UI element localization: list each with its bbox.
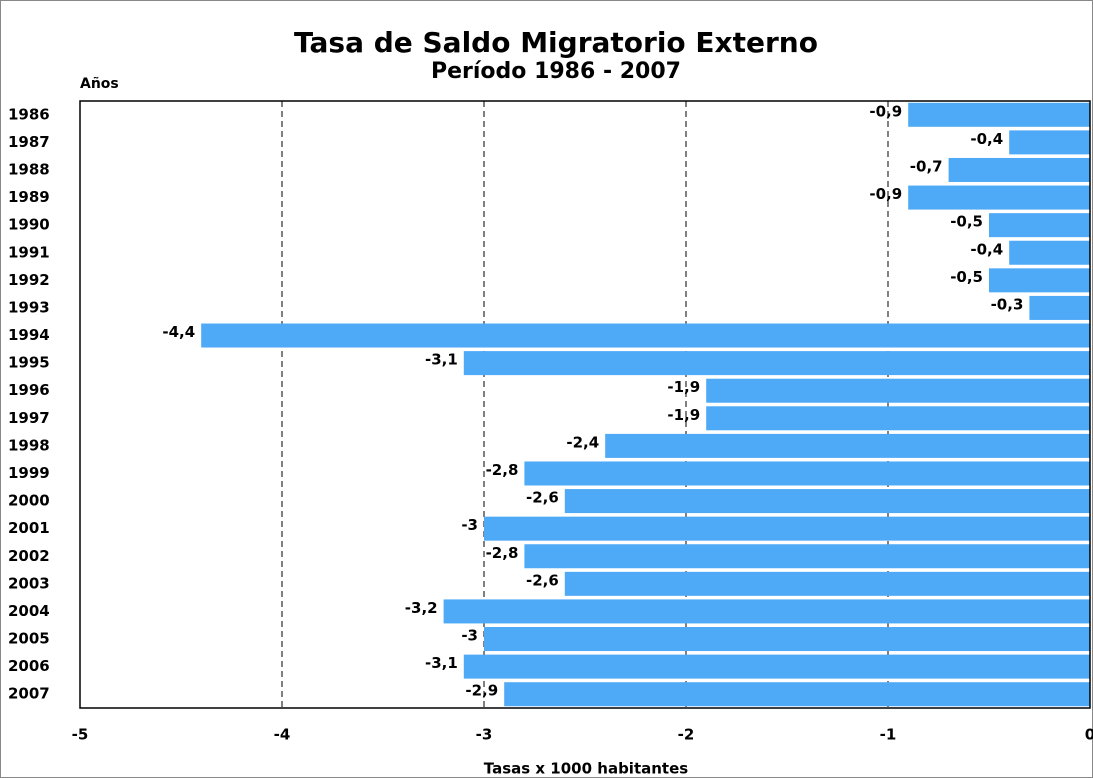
y-tick-label: 1986 bbox=[8, 105, 50, 123]
plot-frame bbox=[79, 100, 1091, 709]
y-tick-label: 1989 bbox=[8, 188, 50, 206]
data-label: -2,9 bbox=[465, 682, 498, 700]
y-tick-label: 2001 bbox=[8, 519, 50, 537]
y-tick-label: 1987 bbox=[8, 133, 50, 151]
bar bbox=[706, 378, 1090, 403]
bar bbox=[504, 682, 1090, 707]
data-label: -3 bbox=[461, 516, 478, 534]
bar bbox=[989, 268, 1090, 293]
bar bbox=[908, 102, 1090, 127]
y-tick-label: 1998 bbox=[8, 436, 50, 454]
x-tick-label: -4 bbox=[274, 726, 291, 744]
bar bbox=[463, 654, 1090, 679]
bar bbox=[201, 323, 1090, 348]
y-tick-label: 1993 bbox=[8, 298, 50, 316]
data-label: -0,9 bbox=[869, 102, 902, 120]
bar bbox=[524, 544, 1090, 569]
chart-subtitle: Período 1986 - 2007 bbox=[431, 59, 681, 84]
data-label: -3,1 bbox=[425, 351, 458, 369]
bar bbox=[484, 627, 1090, 652]
y-tick-label: 2007 bbox=[8, 685, 50, 703]
data-label: -0,9 bbox=[869, 185, 902, 203]
y-tick-label: 2000 bbox=[8, 492, 50, 510]
y-tick-label: 1994 bbox=[8, 326, 50, 344]
data-label: -0,7 bbox=[910, 157, 943, 175]
data-label: -0,3 bbox=[991, 295, 1024, 313]
data-label: -2,4 bbox=[566, 433, 599, 451]
y-tick-label: 1992 bbox=[8, 271, 50, 289]
bar bbox=[484, 516, 1090, 541]
bar bbox=[706, 406, 1090, 431]
y-axis-label: Años bbox=[80, 76, 119, 92]
data-label: -3,1 bbox=[425, 654, 458, 672]
x-tick-label: 0 bbox=[1085, 726, 1093, 744]
data-label: -1,9 bbox=[667, 406, 700, 424]
y-tick-label: 1988 bbox=[8, 160, 50, 178]
bar bbox=[605, 433, 1090, 458]
data-label: -0,4 bbox=[970, 130, 1003, 148]
bar bbox=[1009, 130, 1090, 155]
data-label: -4,4 bbox=[162, 323, 195, 341]
data-label: -3,2 bbox=[405, 599, 438, 617]
data-label: -2,6 bbox=[526, 489, 559, 507]
y-tick-label: 2005 bbox=[8, 630, 50, 648]
data-label: -0,5 bbox=[950, 213, 983, 231]
data-label: -1,9 bbox=[667, 378, 700, 396]
data-label: -3 bbox=[461, 627, 478, 645]
y-tick-label: 2002 bbox=[8, 547, 50, 565]
y-tick-label: 2004 bbox=[8, 602, 50, 620]
x-axis-label: Tasas x 1000 habitantes bbox=[484, 760, 688, 778]
x-tick-label: -3 bbox=[476, 726, 493, 744]
data-label: -0,4 bbox=[970, 240, 1003, 258]
bar bbox=[1009, 240, 1090, 265]
bar bbox=[463, 351, 1090, 376]
x-tick-label: -2 bbox=[678, 726, 695, 744]
data-label: -2,6 bbox=[526, 571, 559, 589]
bar bbox=[989, 213, 1090, 238]
bar bbox=[1029, 295, 1090, 320]
data-label: -0,5 bbox=[950, 268, 983, 286]
x-tick-label: -5 bbox=[72, 726, 89, 744]
y-tick-label: 2003 bbox=[8, 574, 50, 592]
bar bbox=[948, 157, 1090, 182]
data-label: -2,8 bbox=[486, 544, 519, 562]
y-tick-label: 1990 bbox=[8, 216, 50, 234]
bar bbox=[443, 599, 1091, 624]
bar bbox=[564, 489, 1090, 514]
x-tick-label: -1 bbox=[880, 726, 897, 744]
y-tick-label: 1997 bbox=[8, 409, 50, 427]
y-tick-label: 1996 bbox=[8, 381, 50, 399]
y-tick-label: 1991 bbox=[8, 243, 50, 261]
bar bbox=[908, 185, 1090, 210]
chart-title: Tasa de Saldo Migratorio Externo bbox=[294, 26, 818, 59]
bar bbox=[564, 571, 1090, 596]
data-label: -2,8 bbox=[486, 461, 519, 479]
bar bbox=[524, 461, 1090, 486]
y-tick-label: 1999 bbox=[8, 464, 50, 482]
y-tick-label: 1995 bbox=[8, 354, 50, 372]
y-tick-label: 2006 bbox=[8, 657, 50, 675]
